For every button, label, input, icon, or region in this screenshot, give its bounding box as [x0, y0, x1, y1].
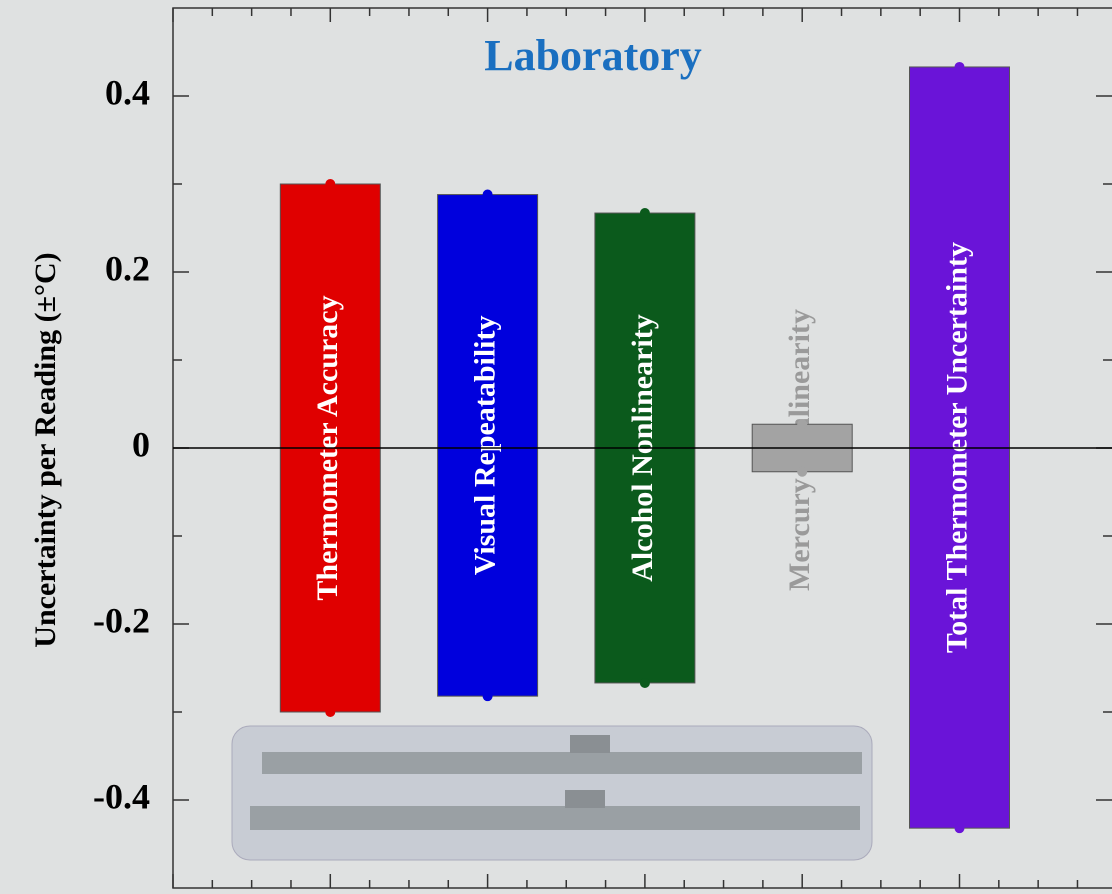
photo-inset: [232, 726, 872, 860]
bar-end: [797, 467, 807, 477]
y-axis-label: Uncertainty per Reading (±°C): [29, 252, 62, 647]
bar-end: [483, 190, 493, 200]
bar-end: [797, 419, 807, 429]
bar-end: [640, 678, 650, 688]
y-tick-label: 0.4: [105, 72, 150, 112]
bar-end: [325, 179, 335, 189]
y-tick-label: -0.2: [93, 600, 150, 640]
y-tick-label: 0: [132, 424, 150, 464]
photo-thermometer: [250, 806, 860, 830]
chart: Laboratory Uncertainty per Reading (±°C)…: [0, 0, 1112, 894]
chart-title: Laboratory: [484, 31, 702, 80]
bar-end: [325, 707, 335, 717]
photo-clamp: [570, 735, 610, 753]
bar-end: [640, 208, 650, 218]
bar-end: [483, 691, 493, 701]
bar-label: Visual Repeatability: [468, 315, 501, 575]
photo-thermometer: [262, 752, 862, 774]
bar-end: [955, 62, 965, 72]
photo-frame: [232, 726, 872, 860]
y-tick-label: 0.2: [105, 248, 150, 288]
photo-clamp: [565, 790, 605, 808]
y-tick-label: -0.4: [93, 776, 150, 816]
bar-end: [955, 823, 965, 833]
